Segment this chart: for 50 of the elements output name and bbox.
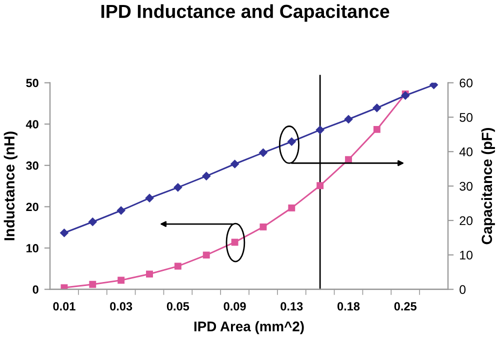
point [401,91,410,100]
x-axis-title: IPD Area (mm^2) [194,321,304,334]
x-tick-label: 0.13 [280,302,303,311]
y2-tick-label: 60 [460,78,473,88]
x-tick-label: 0.09 [224,302,246,311]
point [118,276,125,284]
y2-tick-label: 20 [460,216,473,226]
y-axis-title: Inductance (nH) [4,132,18,240]
y2-tick-label: 30 [460,182,473,191]
point [372,104,382,112]
point [231,238,238,246]
point [316,126,324,134]
point [344,115,353,124]
y2-tick-label: 0 [460,285,466,294]
point [287,137,296,146]
point [345,156,352,164]
chart-title: IPD Inductance and Capacitance [101,4,390,22]
point [430,82,438,90]
point [60,284,68,290]
y2-axis-title: Capacitance (pF) [481,128,495,244]
x-tick-label: 0.25 [394,302,417,311]
point [373,126,380,133]
point [260,223,267,230]
x-tick-label: 0.03 [110,302,132,311]
y2-tick-label: 40 [459,147,473,156]
point [60,228,68,238]
point [146,270,153,278]
y-tick-label: 0 [32,285,38,294]
point [202,252,210,259]
point [288,204,296,212]
point [89,280,96,288]
x-tick-label: 0.18 [337,302,360,311]
point [145,194,154,202]
y2-tick-label: 50 [460,112,473,122]
point [202,172,211,180]
point [88,218,97,226]
x-tick-label: 0.01 [53,302,76,311]
y-tick-label: 20 [26,202,38,212]
point [116,206,126,215]
point [258,148,268,157]
y-tick-label: 30 [26,161,38,170]
x-tick-label: 0.05 [166,302,190,311]
point [230,160,240,168]
point [174,262,182,270]
y-tick-label: 10 [26,244,38,252]
point [316,182,324,190]
y-tick-label: 50 [26,78,38,88]
y-tick-label: 40 [26,120,38,128]
point [174,183,182,192]
y2-tick-label: 10 [460,250,473,260]
